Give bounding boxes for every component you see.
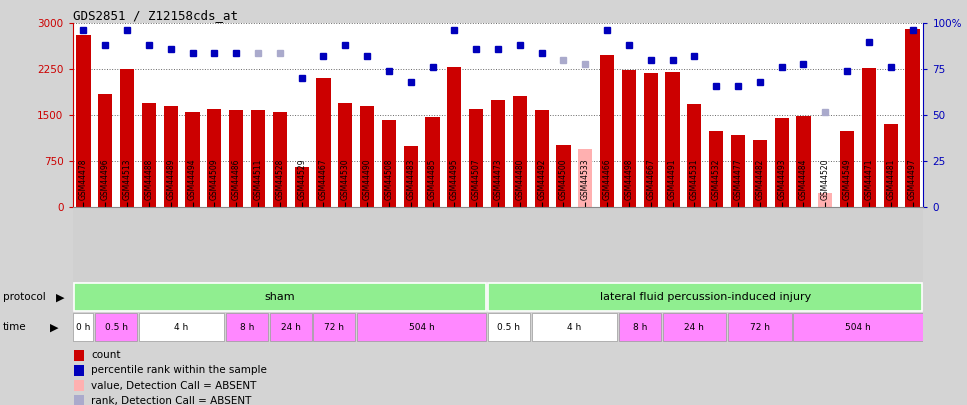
Bar	[313, 313, 355, 341]
Text: lateral fluid percussion-induced injury: lateral fluid percussion-induced injury	[600, 292, 811, 302]
Bar	[622, 70, 636, 207]
Text: 72 h: 72 h	[324, 323, 344, 332]
Text: 0.5 h: 0.5 h	[104, 323, 128, 332]
Text: GDS2851 / Z12158cds_at: GDS2851 / Z12158cds_at	[73, 9, 238, 22]
Text: 24 h: 24 h	[685, 323, 704, 332]
Bar	[644, 73, 658, 207]
Bar	[229, 110, 244, 207]
Text: protocol: protocol	[3, 292, 45, 302]
Bar	[95, 313, 137, 341]
Text: value, Detection Call = ABSENT: value, Detection Call = ABSENT	[91, 381, 256, 390]
Bar	[139, 313, 224, 341]
Bar	[74, 365, 84, 376]
Bar	[273, 111, 287, 207]
Bar	[360, 106, 374, 207]
Text: ▶: ▶	[50, 322, 59, 332]
Bar	[120, 69, 134, 207]
Text: ▶: ▶	[56, 292, 65, 302]
Bar	[728, 313, 792, 341]
Text: 72 h: 72 h	[749, 323, 770, 332]
Bar	[752, 140, 767, 207]
Bar	[74, 350, 84, 361]
Bar	[797, 117, 810, 207]
Bar	[488, 284, 923, 311]
Text: 8 h: 8 h	[632, 323, 647, 332]
Bar	[578, 149, 593, 207]
Text: time: time	[3, 322, 26, 332]
Bar	[709, 130, 723, 207]
Bar	[163, 106, 178, 207]
Bar	[818, 193, 833, 207]
Text: 504 h: 504 h	[409, 323, 434, 332]
Text: rank, Detection Call = ABSENT: rank, Detection Call = ABSENT	[91, 396, 251, 405]
Bar	[884, 124, 897, 207]
Bar	[99, 94, 112, 207]
Bar	[535, 110, 548, 207]
Bar	[840, 130, 854, 207]
Text: sham: sham	[265, 292, 295, 302]
Bar	[74, 380, 84, 391]
Text: 8 h: 8 h	[240, 323, 254, 332]
Bar	[488, 313, 530, 341]
Bar	[142, 103, 156, 207]
Bar	[532, 313, 617, 341]
Text: 0.5 h: 0.5 h	[497, 323, 520, 332]
Bar	[794, 313, 923, 341]
Bar	[186, 112, 199, 207]
Bar	[403, 146, 418, 207]
Bar	[662, 313, 726, 341]
Bar	[250, 110, 265, 207]
Bar	[862, 68, 876, 207]
Bar	[76, 35, 91, 207]
Bar	[688, 104, 701, 207]
Bar	[226, 313, 268, 341]
Bar	[731, 135, 746, 207]
Bar	[357, 313, 486, 341]
Text: count: count	[91, 350, 121, 360]
Text: 4 h: 4 h	[568, 323, 581, 332]
Bar	[425, 117, 440, 207]
Bar	[295, 167, 308, 207]
Text: 4 h: 4 h	[174, 323, 189, 332]
Bar	[775, 118, 789, 207]
Text: 0 h: 0 h	[76, 323, 91, 332]
Bar	[270, 313, 311, 341]
Text: percentile rank within the sample: percentile rank within the sample	[91, 365, 267, 375]
Bar	[74, 395, 84, 405]
Bar	[665, 72, 680, 207]
Bar	[491, 100, 505, 207]
Bar	[382, 120, 396, 207]
Text: 504 h: 504 h	[845, 323, 871, 332]
Bar	[469, 109, 484, 207]
Bar	[448, 67, 461, 207]
Bar	[73, 313, 94, 341]
Bar	[619, 313, 660, 341]
Bar	[338, 103, 352, 207]
Bar	[316, 79, 331, 207]
Text: 24 h: 24 h	[280, 323, 301, 332]
Bar	[556, 145, 571, 207]
Bar	[73, 284, 486, 311]
Bar	[600, 55, 614, 207]
Bar	[207, 109, 221, 207]
Bar	[905, 29, 920, 207]
Bar	[513, 96, 527, 207]
